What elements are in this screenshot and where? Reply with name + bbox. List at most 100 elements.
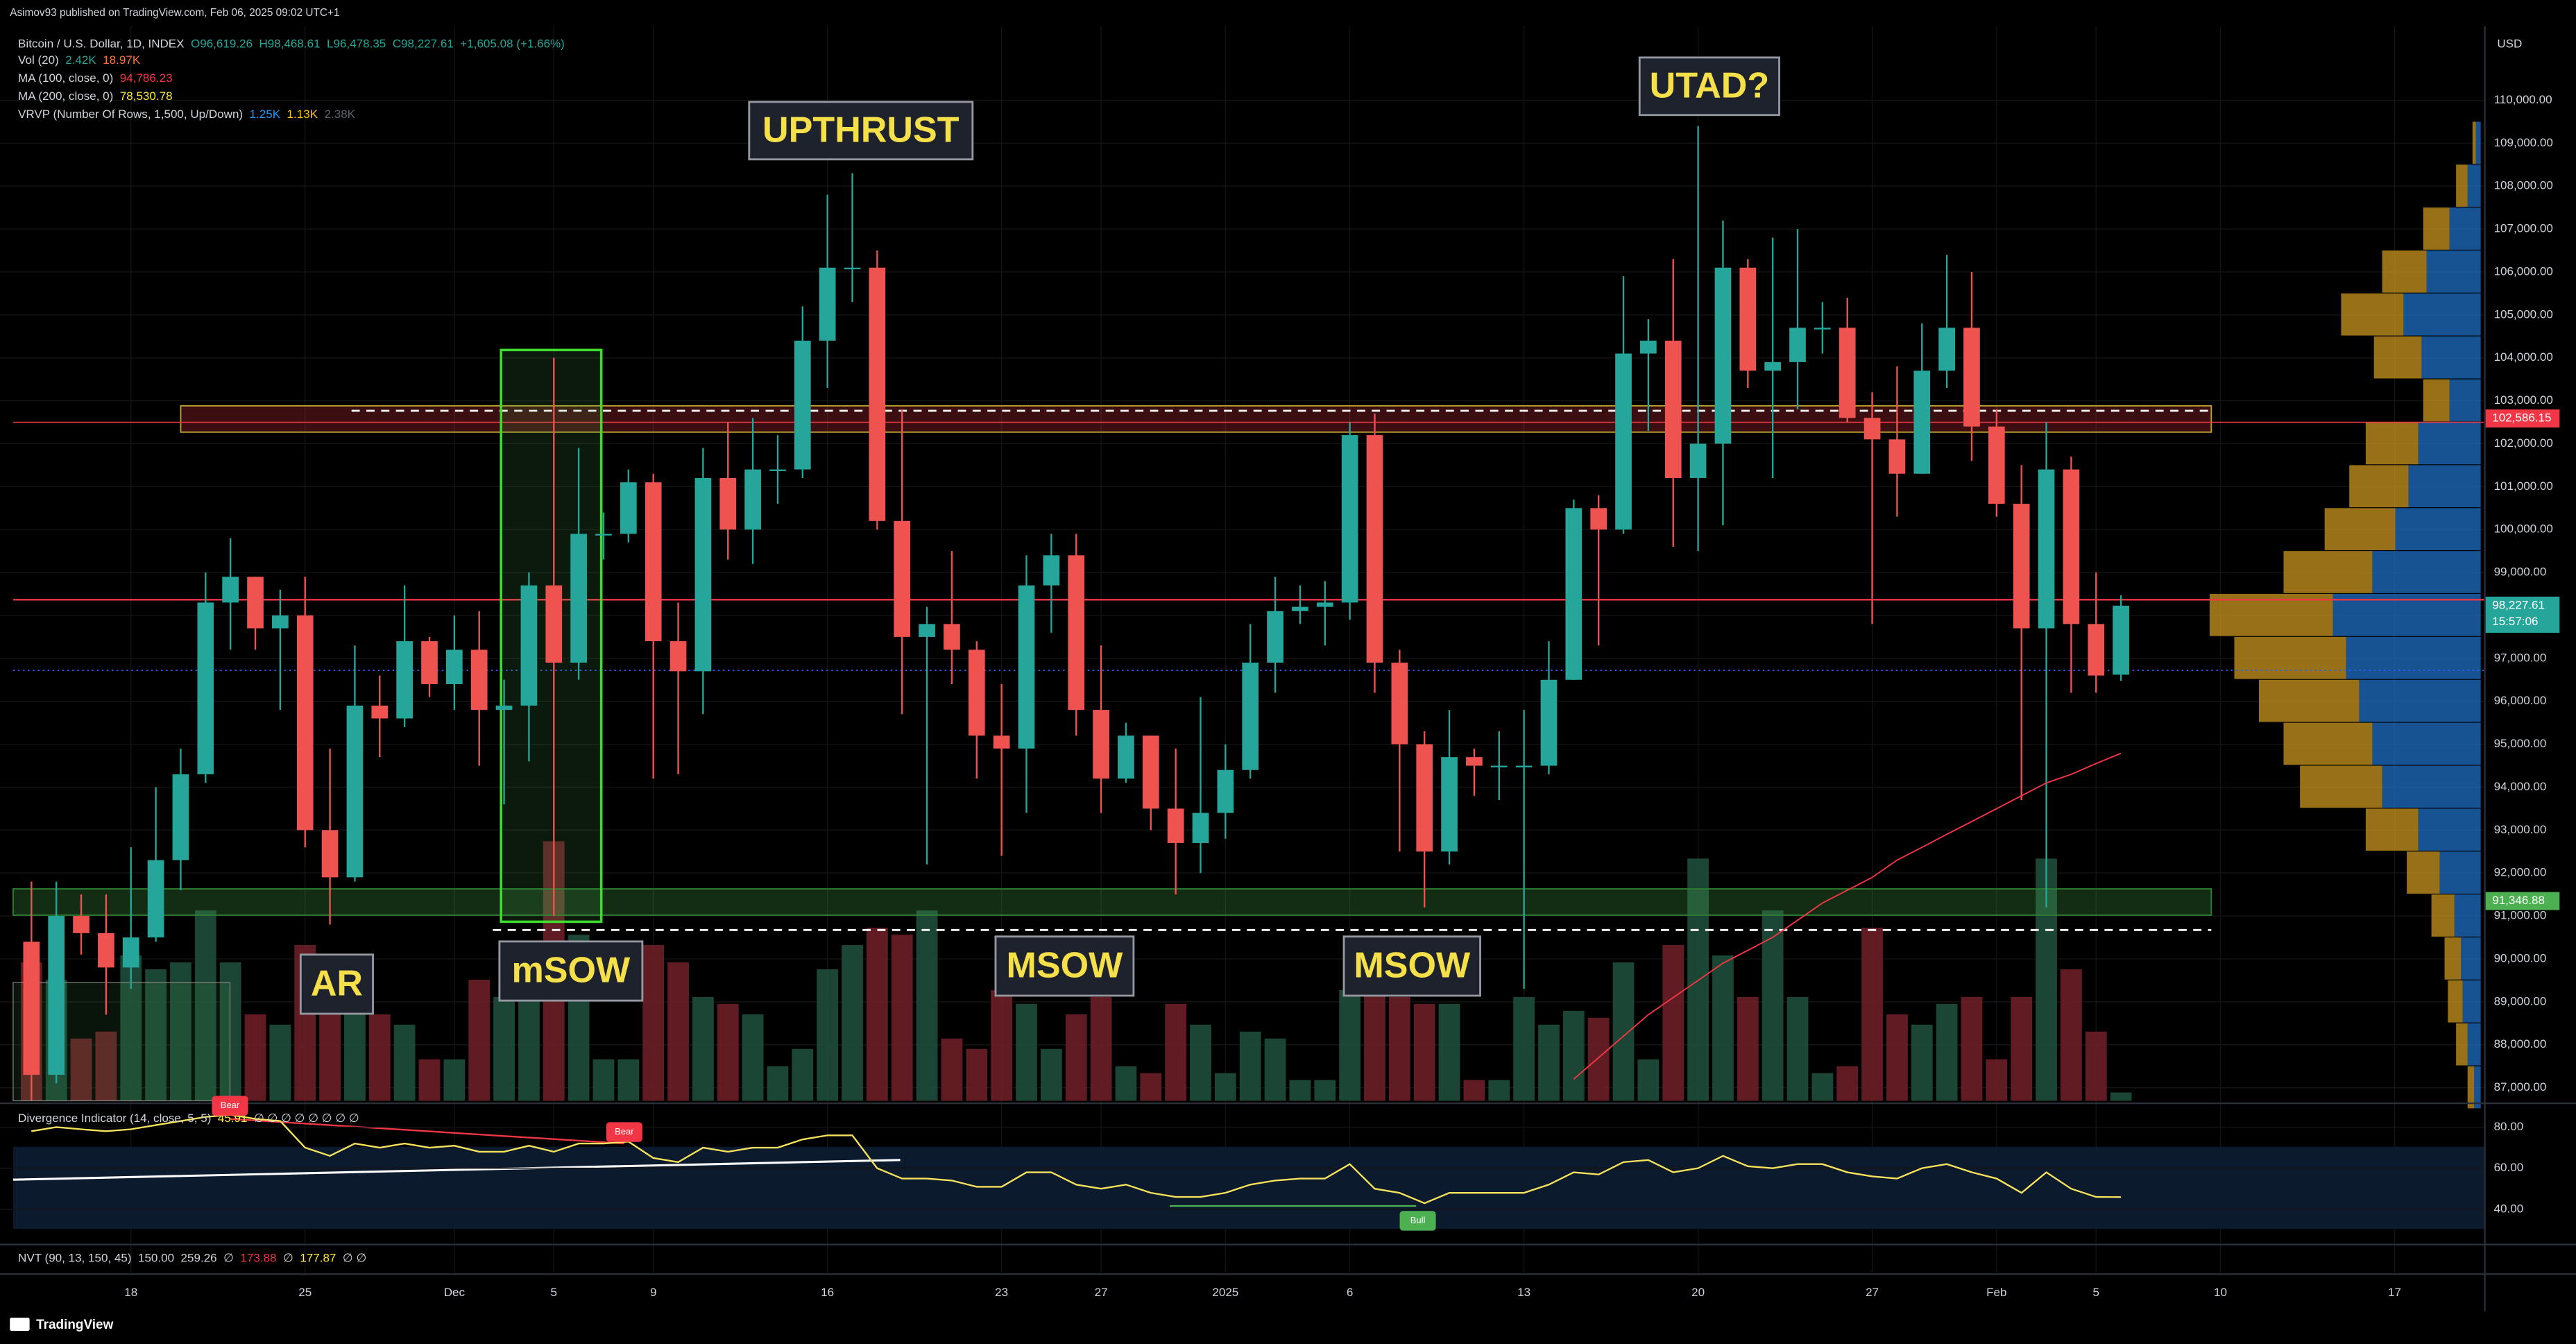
legend-item: 1.25K — [250, 108, 281, 121]
candle-body — [1292, 606, 1308, 611]
profile-down — [2258, 679, 2360, 722]
candle-body — [222, 577, 239, 603]
profile-down — [2283, 551, 2373, 593]
volume-bar — [617, 1059, 640, 1101]
candle-body — [1490, 765, 1508, 767]
y-tick-label: 88,000.00 — [2494, 1037, 2547, 1050]
y-tick-label: 106,000.00 — [2494, 264, 2553, 278]
candle-body — [396, 641, 413, 719]
candle-body — [744, 469, 761, 530]
candle-body — [1988, 426, 2005, 504]
candle-body — [321, 830, 339, 878]
volume-bar — [842, 945, 863, 1101]
candle-body — [147, 860, 164, 938]
candle-body — [719, 477, 737, 530]
annotation: mSOW — [512, 951, 631, 991]
axes: 87,000.00 88,000.00 89,000.00 90,000.00 91,0… — [18, 37, 2560, 1299]
candle-body — [1590, 508, 1607, 530]
legend-item: 2.38K — [325, 108, 356, 121]
volume-bar — [1339, 989, 1361, 1101]
price-label-bg — [2485, 409, 2560, 428]
x-tick-label: 9 — [650, 1286, 656, 1299]
candle-body — [2063, 469, 2080, 624]
annotation: UTAD? — [1650, 65, 1770, 105]
volume-bar — [1886, 1014, 1908, 1101]
annotation-box — [748, 101, 974, 161]
profile-down — [2209, 594, 2333, 636]
candle-body — [545, 585, 563, 663]
volume-bar — [1562, 1010, 1585, 1101]
price-label: 91,346.88 — [2492, 894, 2545, 907]
y2-tick-label: 60.00 — [2494, 1161, 2524, 1174]
legend-item: ∅ — [223, 1251, 234, 1264]
annotation-box — [994, 935, 1135, 997]
candle-body — [1466, 757, 1483, 766]
profile-down — [2341, 293, 2404, 336]
candle-body — [23, 942, 40, 1075]
profile-up — [2467, 164, 2481, 207]
legend-item: MA (200, close, 0) — [18, 90, 113, 103]
candle-body — [595, 534, 612, 536]
volume-bar — [468, 979, 491, 1101]
profile-down — [2234, 636, 2346, 679]
candle-body — [446, 649, 463, 684]
y-tick-label: 107,000.00 — [2494, 222, 2553, 235]
price-label: 98,227.61 — [2492, 598, 2545, 611]
candle-body — [645, 482, 662, 642]
candle-body — [2038, 469, 2055, 629]
volume-bar — [145, 969, 167, 1101]
legend-item: 94,786.23 — [120, 71, 173, 85]
candle-body — [1217, 769, 1234, 813]
volume-bar — [1314, 1080, 1336, 1101]
y-tick-label: 103,000.00 — [2494, 393, 2553, 407]
candle-body — [470, 649, 488, 711]
candle-body — [1118, 735, 1134, 779]
legend-item: MA (100, close, 0) — [18, 71, 113, 85]
signal: Bear — [221, 1100, 240, 1110]
price-label-bg — [2485, 596, 2560, 633]
x-tick-label: 27 — [1866, 1286, 1879, 1299]
signal-box — [1399, 1211, 1436, 1231]
divergence-pane — [0, 1114, 2484, 1210]
candle-body — [1739, 267, 1757, 371]
legend-item: 259.26 — [181, 1251, 217, 1264]
volume-bar — [717, 1003, 739, 1101]
y-tick-label: 99,000.00 — [2494, 565, 2547, 579]
x-tick-label: 18 — [124, 1286, 137, 1299]
candle-body — [844, 267, 861, 270]
volume-bar — [767, 1066, 789, 1101]
ma-line — [1573, 752, 2122, 1080]
profile-up — [2449, 379, 2481, 422]
profile-down — [2456, 1023, 2468, 1066]
y-tick-label: 100,000.00 — [2494, 522, 2553, 536]
y-tick-label: 109,000.00 — [2494, 136, 2553, 149]
candle-body — [1714, 267, 1732, 444]
legend-item: 177.87 — [300, 1251, 336, 1264]
volume-bar — [817, 969, 839, 1101]
x-tick-label: 20 — [1691, 1286, 1705, 1299]
y-tick-label: 91,000.00 — [2494, 909, 2547, 922]
candle-body — [495, 705, 513, 711]
profile-down — [2382, 250, 2427, 293]
candle-body — [769, 469, 786, 471]
bear-divergence-line — [230, 1118, 624, 1145]
candle-body — [371, 705, 389, 719]
volume-bar — [194, 910, 216, 1101]
candle-body — [869, 267, 886, 521]
profile-up — [2346, 636, 2481, 679]
volume-bar — [866, 928, 888, 1101]
profile-down — [2365, 422, 2419, 465]
y-tick-label: 89,000.00 — [2494, 994, 2547, 1007]
candle-body — [1839, 328, 1856, 418]
candle-body — [1416, 744, 1433, 852]
y-tick-label: 95,000.00 — [2494, 737, 2547, 750]
legend-item: C98,227.61 — [393, 37, 454, 50]
volume-bar — [2011, 996, 2033, 1101]
legend-item: 2.42K — [65, 53, 96, 67]
volume-bar — [1264, 1038, 1286, 1101]
legend-item: ∅ — [283, 1251, 293, 1264]
legend-item: 173.88 — [240, 1251, 276, 1264]
volume-bar — [692, 996, 714, 1101]
profile-up — [2332, 594, 2481, 636]
